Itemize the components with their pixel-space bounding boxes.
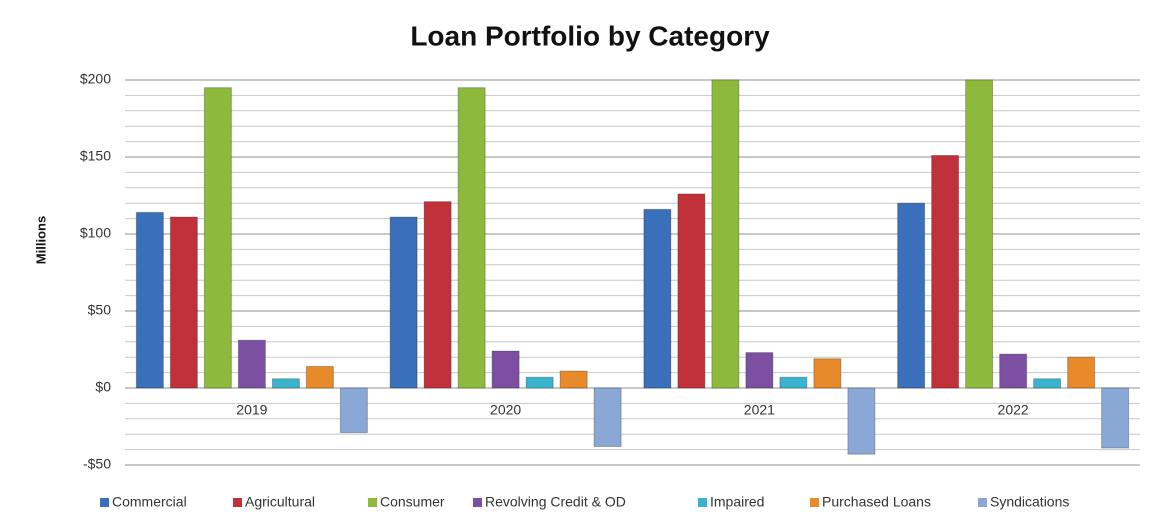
bar <box>457 87 486 389</box>
bar <box>643 208 672 389</box>
bar <box>1101 387 1130 449</box>
bar <box>423 201 452 389</box>
bar <box>525 376 554 389</box>
bar <box>271 378 300 389</box>
bar <box>135 211 164 389</box>
y-axis-label: Millions <box>33 216 48 264</box>
y-tick-label: $0 <box>95 379 111 395</box>
bar <box>779 376 808 389</box>
legend-label: Syndications <box>990 494 1069 510</box>
bar <box>677 193 706 389</box>
legend-marker <box>698 498 707 507</box>
x-tick-label: 2021 <box>744 402 775 418</box>
bar <box>1033 378 1062 389</box>
legend-label: Purchased Loans <box>822 494 931 510</box>
bar <box>237 339 266 389</box>
y-tick-label: $200 <box>80 71 111 87</box>
bar <box>491 350 520 389</box>
bar <box>339 387 368 434</box>
legend-marker <box>368 498 377 507</box>
x-tick-label: 2020 <box>490 402 521 418</box>
legend-label: Impaired <box>710 494 764 510</box>
chart-title: Loan Portfolio by Category <box>410 20 770 51</box>
legend-marker <box>100 498 109 507</box>
bar <box>999 353 1028 389</box>
bar <box>965 79 994 389</box>
bar <box>169 216 198 389</box>
legend-label: Revolving Credit & OD <box>485 494 626 510</box>
bar <box>1067 356 1096 389</box>
legend-marker <box>473 498 482 507</box>
legend-marker <box>810 498 819 507</box>
y-tick-label: $50 <box>88 302 112 318</box>
bar <box>711 79 740 389</box>
y-tick-label: $100 <box>80 225 111 241</box>
bar <box>813 358 842 389</box>
bar <box>745 352 774 389</box>
bar <box>847 387 876 455</box>
y-tick-label: -$50 <box>83 456 111 472</box>
y-tick-label: $150 <box>80 148 111 164</box>
legend-marker <box>233 498 242 507</box>
bar <box>931 154 960 389</box>
bar <box>897 202 926 389</box>
x-tick-label: 2022 <box>998 402 1029 418</box>
legend-label: Commercial <box>112 494 187 510</box>
legend-label: Consumer <box>380 494 445 510</box>
x-tick-label: 2019 <box>236 402 267 418</box>
bar <box>559 370 588 389</box>
bar <box>203 87 232 389</box>
bar <box>389 216 418 389</box>
legend-label: Agricultural <box>245 494 315 510</box>
bar <box>305 365 334 389</box>
bar <box>593 387 622 448</box>
legend-marker <box>978 498 987 507</box>
